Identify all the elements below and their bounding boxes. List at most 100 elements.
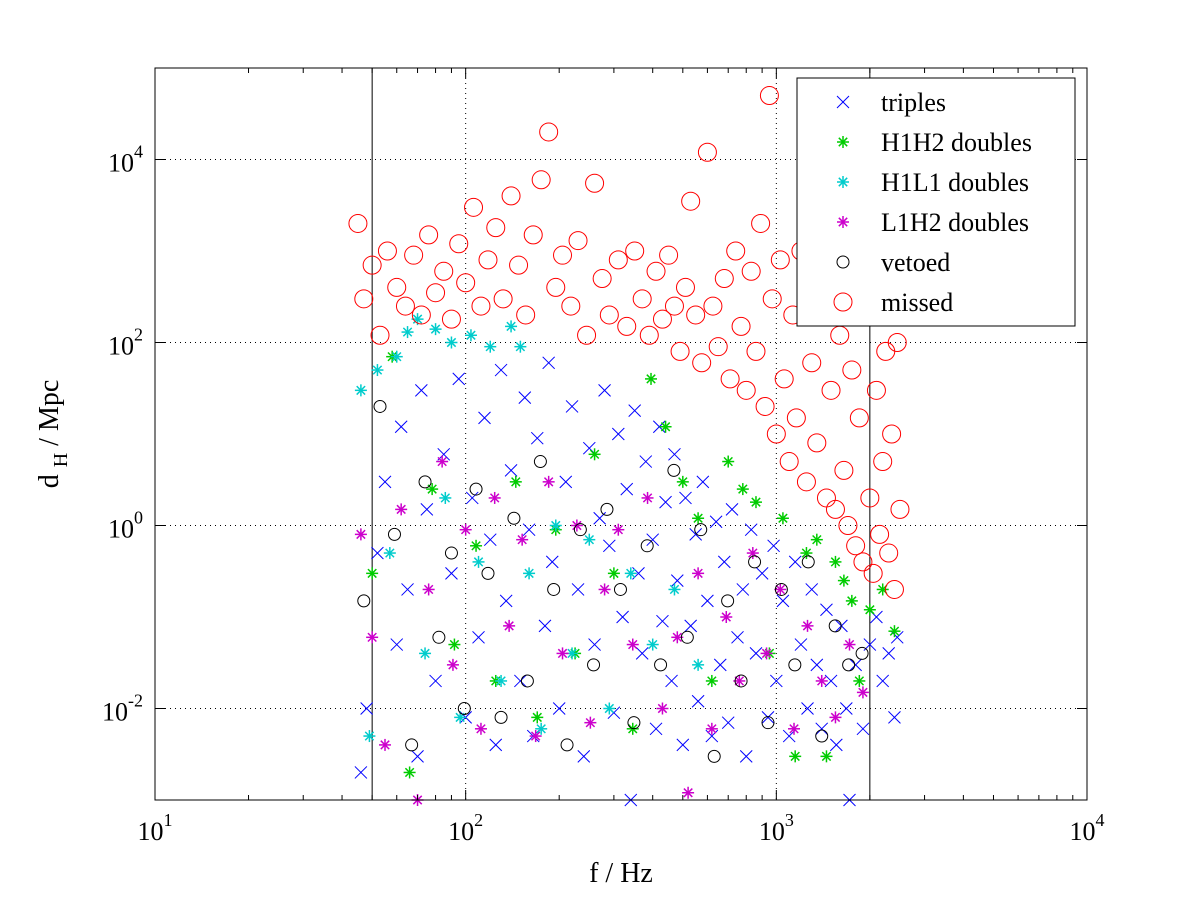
missed-point <box>726 241 746 261</box>
vetoed-point <box>654 658 668 672</box>
vetoed-point <box>432 630 446 644</box>
h1h2-doubles-point <box>829 555 842 568</box>
h1h2-doubles-point <box>607 567 620 580</box>
missed-point <box>395 296 415 316</box>
missed-point <box>842 360 862 380</box>
l1h2-doubles-point <box>801 619 814 632</box>
l1h2-doubles-point <box>542 475 555 488</box>
l1h2-doubles-point <box>446 658 459 671</box>
vetoed-point <box>600 502 614 516</box>
triples-point <box>390 638 404 651</box>
h1h2-doubles-point <box>863 603 876 616</box>
missed-point <box>426 283 446 303</box>
legend-marker-h1l1-doubles <box>837 176 849 188</box>
l1h2-doubles-point <box>488 491 501 504</box>
triples-point <box>652 420 666 434</box>
series-vetoed <box>357 399 869 763</box>
missed-point <box>686 305 706 325</box>
h1h2-doubles-point <box>588 448 601 461</box>
l1h2-doubles-point <box>829 711 842 724</box>
vetoed-point <box>855 646 869 660</box>
l1h2-doubles-point <box>459 523 472 536</box>
triples-point <box>659 495 672 509</box>
missed-point <box>866 380 886 400</box>
triples-point <box>602 539 616 553</box>
h1l1-doubles-point <box>668 583 681 596</box>
missed-point <box>746 341 766 361</box>
h1l1-doubles-point <box>472 555 485 568</box>
triples-point <box>721 716 735 730</box>
l1h2-doubles-point <box>503 619 516 632</box>
triples-point <box>420 503 434 516</box>
series-triples <box>354 356 904 807</box>
missed-point <box>411 305 431 325</box>
missed-point <box>863 563 883 583</box>
missed-point <box>639 325 659 345</box>
h1h2-doubles-point <box>403 766 416 779</box>
legend-marker-h1h2-doubles <box>837 136 849 148</box>
legend-entry-h1h2-doubles: H1H2 doubles <box>837 128 1032 157</box>
vetoed-point <box>694 523 708 537</box>
triples-point <box>876 674 890 688</box>
legend-marker-l1h2-doubles <box>837 216 849 228</box>
missed-point <box>434 261 454 281</box>
missed-point <box>759 86 779 106</box>
vetoed-point <box>357 594 371 608</box>
x-tick-label: 104 <box>1070 810 1105 846</box>
triples-point <box>709 515 723 529</box>
missed-point <box>362 255 382 275</box>
h1l1-doubles-point <box>523 567 536 580</box>
h1l1-doubles-point <box>419 647 432 660</box>
missed-point <box>766 424 786 444</box>
triples-point <box>810 658 824 672</box>
h1h2-doubles-point <box>470 539 483 552</box>
triples-point <box>499 594 513 608</box>
missed-point <box>825 499 845 519</box>
missed-point <box>879 543 899 563</box>
missed-point <box>348 213 368 233</box>
missed-point <box>887 333 907 352</box>
missed-point <box>755 396 775 416</box>
triples-point <box>483 533 497 547</box>
l1h2-doubles-point <box>516 533 529 546</box>
missed-point <box>697 142 717 162</box>
h1h2-doubles-point <box>888 625 901 638</box>
l1h2-doubles-point <box>856 686 869 699</box>
triples-point <box>668 447 681 461</box>
triples-point <box>478 411 491 425</box>
triples-point <box>739 749 753 763</box>
h1h2-doubles-point <box>645 372 658 385</box>
triples-point <box>628 404 642 417</box>
triples-point <box>598 383 611 397</box>
missed-point <box>741 261 761 281</box>
vetoed-point <box>494 710 508 724</box>
l1h2-doubles-point <box>815 674 828 687</box>
triples-point <box>761 711 775 724</box>
missed-point <box>509 255 529 275</box>
legend-entry-l1h2-doubles: L1H2 doubles <box>837 208 1029 237</box>
l1h2-doubles-point <box>474 722 487 735</box>
missed-point <box>531 170 551 190</box>
vetoed-point <box>469 482 483 496</box>
h1l1-doubles-point <box>401 326 414 339</box>
vetoed-point <box>842 658 856 672</box>
l1h2-doubles-point <box>612 523 625 536</box>
y-tick-label: 102 <box>108 325 143 361</box>
l1h2-doubles-point <box>682 786 695 799</box>
l1h2-doubles-point <box>379 738 392 751</box>
triples-point <box>689 528 703 541</box>
missed-point <box>577 325 597 345</box>
missed-point <box>692 353 712 373</box>
missed-point <box>441 309 461 329</box>
triples-point <box>744 523 758 537</box>
triples-point <box>489 738 503 752</box>
legend-label: vetoed <box>881 248 950 277</box>
l1h2-doubles-point <box>746 547 759 560</box>
vetoed-point <box>418 475 432 489</box>
triples-point <box>635 647 649 660</box>
vetoed-point <box>573 523 587 537</box>
missed-point <box>873 452 893 472</box>
vetoed-point <box>457 702 471 715</box>
vetoed-point <box>748 555 762 569</box>
vetoed-point <box>533 455 547 469</box>
